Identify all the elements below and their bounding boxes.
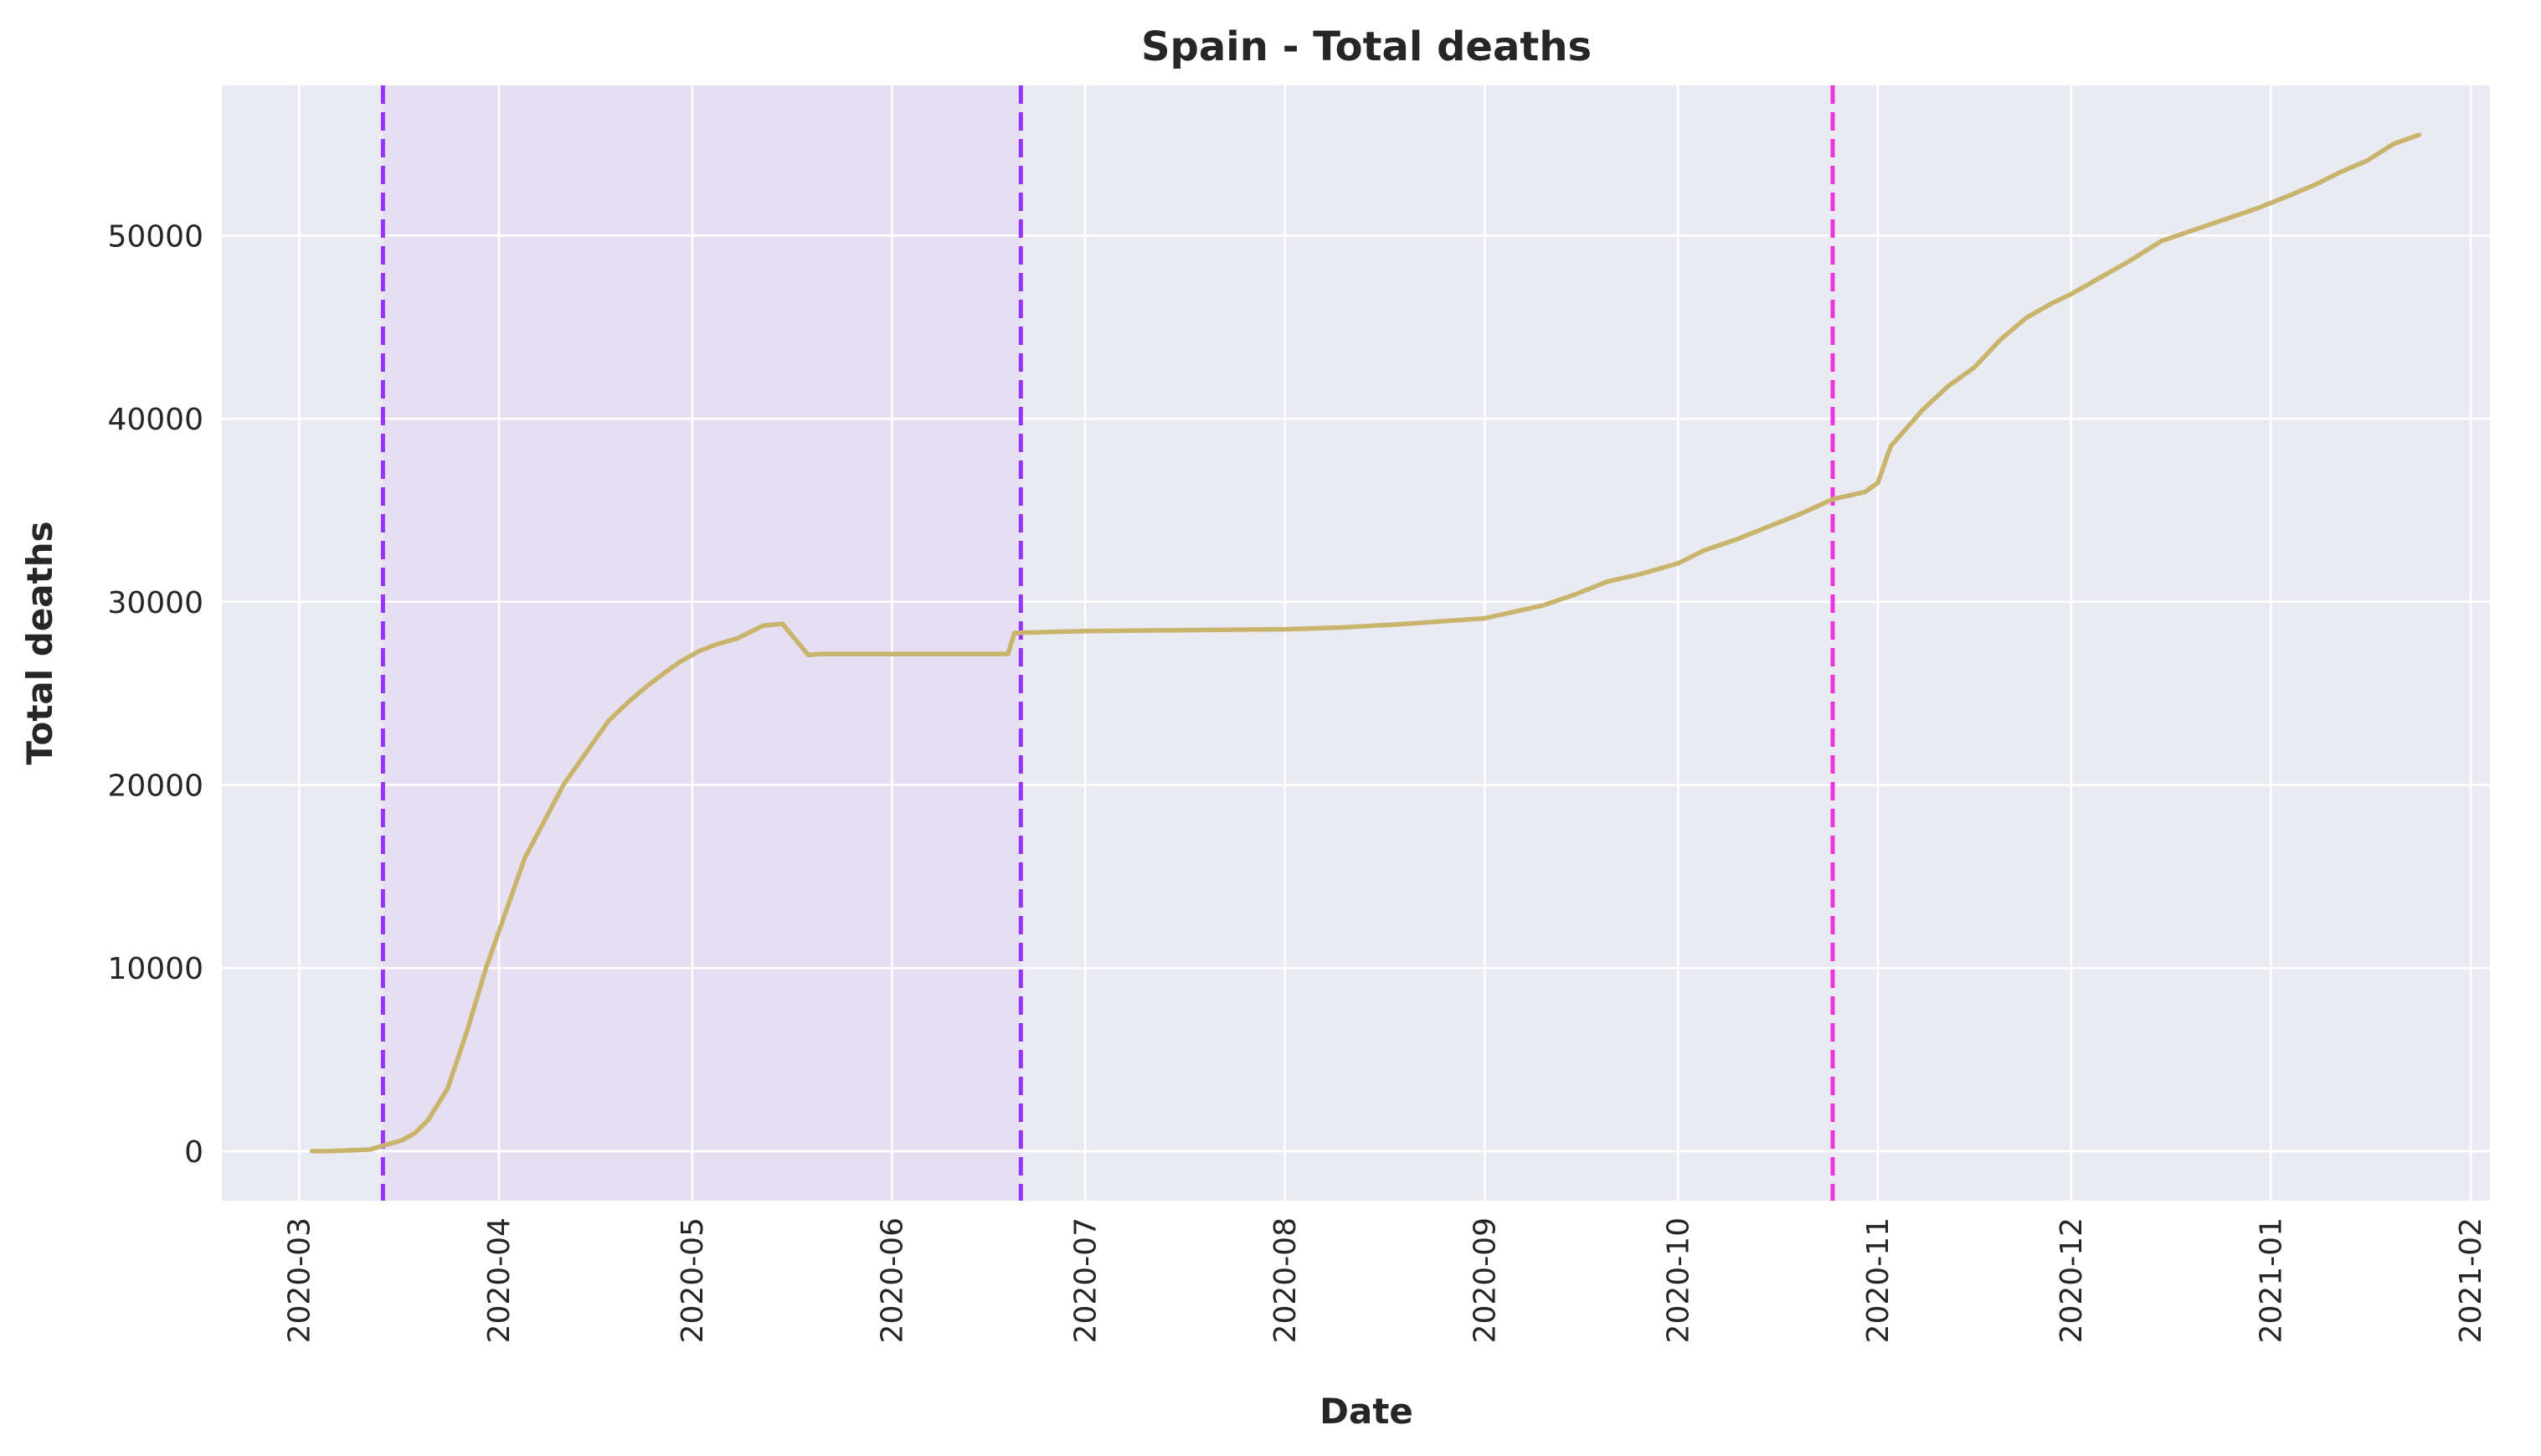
shaded-region-layer	[383, 85, 1021, 1201]
series-line	[309, 132, 2422, 1154]
x-tick-label: 2020-06	[875, 1217, 909, 1343]
x-tick-label: 2021-01	[2254, 1217, 2288, 1343]
x-tick-label: 2020-08	[1268, 1217, 1303, 1343]
x-tick-label: 2020-10	[1661, 1217, 1695, 1343]
x-tick-label: 2020-09	[1468, 1217, 1502, 1343]
x-tick-label: 2020-07	[1068, 1217, 1103, 1343]
y-tick-label: 20000	[107, 769, 203, 804]
vertical-lines	[380, 85, 1835, 1201]
x-tick-label: 2020-03	[282, 1217, 316, 1343]
x-tick-label: 2020-12	[2055, 1217, 2089, 1343]
x-tick-labels: 2020-03 2020-04 2020-05 2020-06 2020-07 2020-…	[282, 1217, 2488, 1343]
x-axis-label: Date	[1319, 1391, 1413, 1432]
shaded-region	[383, 85, 1021, 1201]
y-tick-label: 40000	[107, 403, 203, 437]
y-axis-label: Total deaths	[19, 521, 60, 764]
y-tick-labels: 0 10000 20000 30000 40000 50000	[107, 219, 203, 1170]
y-tick-label: 30000	[107, 586, 203, 620]
y-tick-label: 0	[184, 1135, 203, 1170]
y-tick-label: 10000	[107, 952, 203, 986]
x-tick-label: 2020-11	[1861, 1217, 1895, 1343]
x-tick-label: 2021-02	[2454, 1217, 2488, 1343]
x-tick-label: 2020-05	[676, 1217, 710, 1343]
y-tick-label: 50000	[107, 219, 203, 254]
gridlines	[222, 85, 2490, 1201]
x-tick-label: 2020-04	[482, 1217, 517, 1343]
chart-title: Spain - Total deaths	[1141, 23, 1592, 70]
series-layer	[309, 132, 2422, 1154]
